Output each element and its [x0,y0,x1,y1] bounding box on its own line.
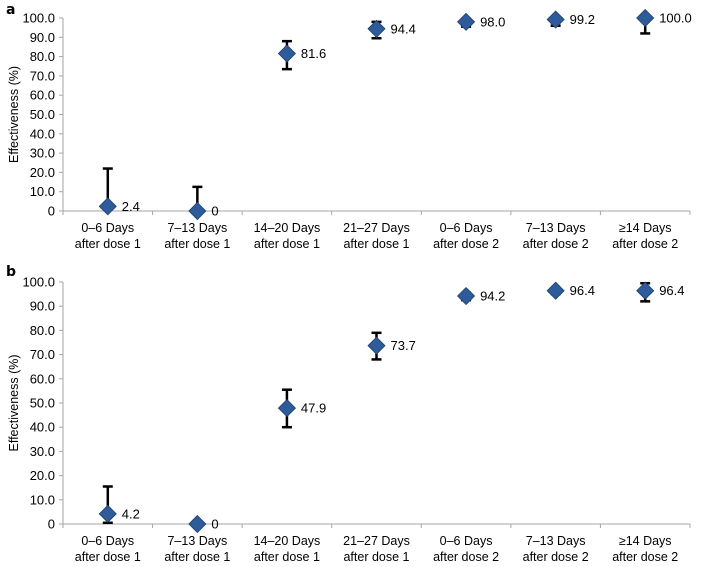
data-point-marker [457,286,476,306]
data-point-marker [367,336,386,355]
data-point-marker [367,19,386,38]
data-label: 47.9 [301,401,326,416]
y-tick-label: 70.0 [30,347,55,362]
y-tick-label: 30.0 [30,146,55,161]
data-label: 2.4 [122,199,140,214]
y-tick-label: 60.0 [30,88,55,103]
data-label: 100.0 [659,11,692,26]
x-category-label: 21–27 Days after dose 1 [343,221,410,251]
data-point-marker [188,201,207,221]
data-label: 94.2 [480,289,505,304]
data-label: 98.0 [480,14,505,29]
y-axis-label: Effectiveness (%) [7,66,21,163]
data-label: 99.2 [570,12,595,27]
x-category-label: 7–13 Days after dose 2 [523,221,589,251]
x-category-label: ≥14 Days after dose 2 [612,221,678,251]
x-category-label: 14–20 Days after dose 1 [254,534,321,564]
data-point-marker [98,504,117,523]
x-category-label: ≥14 Days after dose 2 [612,534,678,564]
y-tick-label: 20.0 [30,468,55,483]
data-point-marker [277,44,296,63]
data-point-marker [457,12,476,31]
data-point-marker [98,197,117,216]
data-point-marker [546,10,565,29]
data-label: 94.4 [391,21,416,36]
y-tick-label: 60.0 [30,371,55,386]
data-point-marker [636,281,655,300]
x-category-label: 0–6 Days after dose 2 [433,221,499,251]
y-tick-label: 100.0 [22,11,55,26]
data-label: 73.7 [391,338,416,353]
chart-panel-b: b Effectiveness (%) 0 10.0 20.0 30.0 40.0 50.0 6… [6,264,691,564]
data-label: 96.4 [570,283,595,298]
x-category-label: 0–6 Days after dose 1 [75,221,141,251]
y-axis-label: Effectiveness (%) [7,354,21,451]
data-label: 4.2 [122,506,140,521]
x-category-label: 14–20 Days after dose 1 [254,221,321,251]
x-category-label: 7–13 Days after dose 1 [164,221,230,251]
x-category-label: 7–13 Days after dose 2 [523,534,589,564]
data-point-marker [277,399,296,418]
y-tick-label: 80.0 [30,49,55,64]
data-point-marker [546,281,565,300]
panel-label: b [6,264,16,280]
x-category-label: 0–6 Days after dose 2 [433,534,499,564]
y-tick-label: 40.0 [30,420,55,435]
y-tick-label: 80.0 [30,323,55,338]
y-tick-label: 90.0 [30,30,55,45]
data-label: 0 [211,204,218,219]
x-category-label: 21–27 Days after dose 1 [343,534,410,564]
y-tick-label: 30.0 [30,444,55,459]
y-tick-label: 50.0 [30,396,55,411]
y-tick-label: 50.0 [30,107,55,122]
y-tick-label: 40.0 [30,126,55,141]
data-point-marker [636,8,655,28]
y-tick-label: 90.0 [30,299,55,314]
data-label: 96.4 [659,283,684,298]
y-tick-label: 20.0 [30,165,55,180]
x-category-label: 7–13 Days after dose 1 [164,534,230,564]
data-point-marker [188,514,207,534]
y-tick-label: 10.0 [30,184,55,199]
chart-panel-a: a Effectiveness (%) 0 10.0 20.0 30.0 40.0 50.0 6… [6,2,692,251]
data-label: 0 [211,517,218,532]
data-label: 81.6 [301,46,326,61]
panel-label: a [6,2,15,18]
y-tick-label: 0 [48,517,55,532]
x-category-label: 0–6 Days after dose 1 [75,534,141,564]
y-tick-label: 70.0 [30,68,55,83]
y-tick-label: 0 [48,204,55,219]
y-tick-label: 10.0 [30,492,55,507]
y-tick-label: 100.0 [22,275,55,290]
